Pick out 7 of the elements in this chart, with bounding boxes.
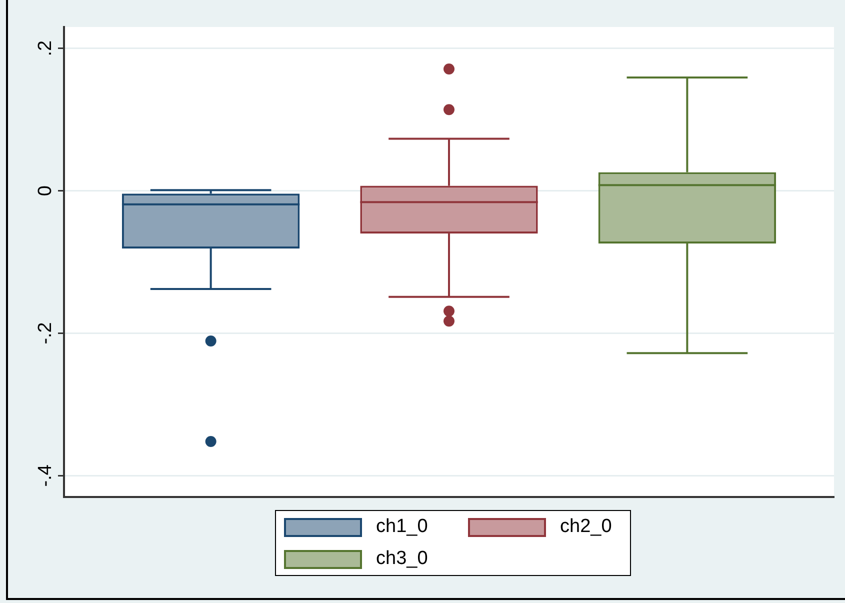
y-tick-label: 0 [35, 186, 56, 196]
y-tick-label: -.2 [35, 322, 56, 344]
legend-label: ch3_0 [376, 548, 428, 570]
y-tick-label: .2 [35, 40, 56, 56]
legend-label: ch1_0 [376, 516, 428, 538]
y-tick-label: -.4 [35, 464, 56, 487]
legend-label: ch2_0 [560, 516, 612, 538]
